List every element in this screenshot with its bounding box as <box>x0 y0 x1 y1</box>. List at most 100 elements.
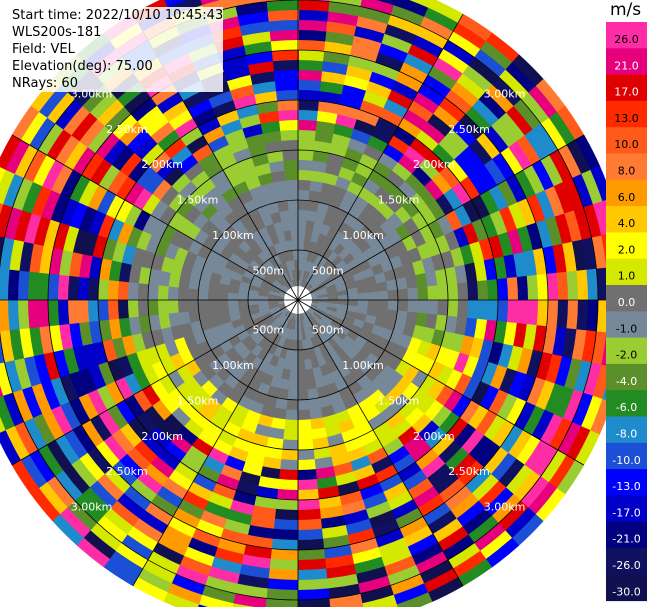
velocity-gate <box>468 57 500 86</box>
velocity-gate <box>454 316 468 337</box>
velocity-gate <box>335 329 347 341</box>
velocity-gate <box>443 188 464 211</box>
velocity-gate <box>59 373 79 402</box>
velocity-gate <box>281 368 291 380</box>
velocity-gate <box>228 137 250 154</box>
velocity-gate <box>451 182 472 206</box>
velocity-gate <box>424 179 445 201</box>
velocity-gate <box>420 456 446 479</box>
velocity-gate <box>119 422 142 448</box>
velocity-gate <box>434 268 448 286</box>
velocity-gate <box>183 418 204 438</box>
velocity-gate <box>135 165 158 189</box>
velocity-gate <box>386 309 398 322</box>
velocity-gate <box>189 320 203 335</box>
velocity-gate <box>536 273 549 301</box>
velocity-gate <box>218 307 230 317</box>
velocity-gate <box>257 266 269 277</box>
velocity-gate <box>259 466 281 480</box>
velocity-gate <box>438 411 461 435</box>
velocity-gate <box>163 440 187 463</box>
velocity-gate <box>37 271 50 300</box>
velocity-gate <box>293 329 298 341</box>
velocity-gate <box>381 33 414 54</box>
velocity-gate <box>250 230 264 244</box>
velocity-gate <box>59 197 80 226</box>
velocity-gate <box>3 359 23 393</box>
azimuth-spoke <box>12 299 299 466</box>
velocity-gate <box>479 189 500 216</box>
velocity-gate <box>296 568 328 581</box>
velocity-gate <box>356 285 368 294</box>
velocity-gate <box>164 0 187 8</box>
velocity-gate <box>427 113 453 138</box>
velocity-gate <box>190 411 210 430</box>
velocity-gate <box>312 150 330 164</box>
velocity-gate <box>354 162 374 179</box>
velocity-gate <box>19 453 48 489</box>
velocity-gate <box>282 429 298 441</box>
velocity-gate <box>440 331 455 351</box>
velocity-gate <box>526 300 539 327</box>
velocity-gate <box>389 330 403 346</box>
velocity-gate <box>96 384 117 411</box>
velocity-gate <box>431 172 453 195</box>
velocity-gate <box>298 49 326 62</box>
velocity-gate <box>583 204 602 239</box>
velocity-gate <box>250 356 263 370</box>
velocity-gate <box>310 326 319 337</box>
velocity-gate <box>207 299 219 310</box>
velocity-gate <box>325 31 356 46</box>
velocity-gate <box>311 277 321 287</box>
velocity-gate <box>327 323 339 334</box>
velocity-gate <box>362 438 384 456</box>
velocity-gate <box>423 74 452 99</box>
velocity-gate <box>317 296 329 301</box>
velocity-gate <box>107 358 125 382</box>
velocity-gate <box>479 530 513 560</box>
velocity-gate <box>69 370 88 398</box>
velocity-gate <box>266 0 300 12</box>
velocity-gate <box>178 234 195 252</box>
velocity-gate <box>228 306 240 315</box>
velocity-gate <box>346 287 359 295</box>
velocity-gate <box>471 218 489 242</box>
velocity-gate <box>402 525 434 548</box>
velocity-gate <box>277 200 289 212</box>
velocity-gate <box>261 279 273 288</box>
velocity-gate <box>328 442 348 457</box>
velocity-gate <box>282 272 290 283</box>
velocity-gate <box>269 287 280 294</box>
velocity-gate <box>316 201 330 215</box>
velocity-gate <box>324 262 336 274</box>
velocity-gate <box>511 514 544 547</box>
velocity-gate <box>31 184 52 217</box>
velocity-gate <box>107 169 129 195</box>
velocity-gate <box>247 524 274 540</box>
velocity-gate <box>451 121 478 147</box>
velocity-gate <box>461 145 485 172</box>
velocity-gate <box>361 267 375 279</box>
velocity-gate <box>92 340 108 365</box>
velocity-gate <box>41 408 65 441</box>
velocity-gate <box>184 161 205 182</box>
velocity-gate <box>152 178 173 201</box>
velocity-gate <box>250 312 262 321</box>
velocity-gate <box>410 542 444 566</box>
velocity-gate <box>266 150 284 164</box>
velocity-gate <box>314 254 324 266</box>
velocity-gate <box>489 364 508 391</box>
colorbar-tick-label: 26.0 <box>614 33 639 46</box>
velocity-gate <box>220 118 244 136</box>
velocity-gate <box>451 550 487 579</box>
velocity-gate <box>200 584 236 604</box>
velocity-gate <box>63 140 89 170</box>
velocity-gate <box>534 488 566 523</box>
velocity-gate <box>270 417 286 430</box>
velocity-gate <box>523 250 538 277</box>
velocity-gate <box>450 493 479 520</box>
velocity-gate <box>193 195 212 213</box>
velocity-gate <box>0 201 4 215</box>
velocity-gate <box>298 129 317 141</box>
velocity-gate <box>342 509 370 526</box>
